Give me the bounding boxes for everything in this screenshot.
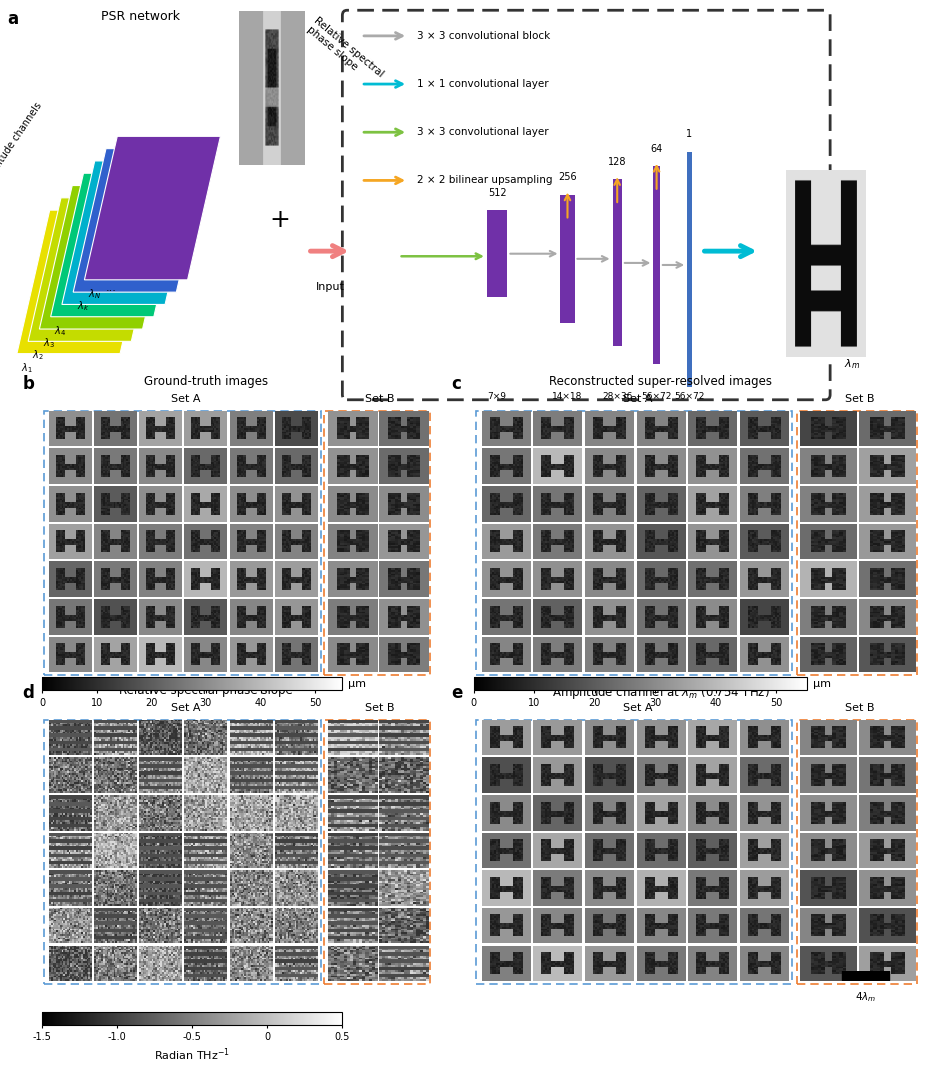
Text: Radian THz$^{-1}$: Radian THz$^{-1}$ — [155, 1046, 230, 1063]
Polygon shape — [39, 185, 175, 329]
Text: 7×9: 7×9 — [488, 392, 507, 400]
Bar — [653, 166, 660, 364]
Text: Reconstructed super-resolved images: Reconstructed super-resolved images — [550, 376, 772, 389]
Text: Set A: Set A — [623, 703, 652, 712]
Text: 3 × 3 convolutional layer: 3 × 3 convolutional layer — [417, 127, 549, 137]
Text: $\lambda_1$: $\lambda_1$ — [21, 361, 33, 375]
Text: Set B: Set B — [845, 703, 875, 712]
Text: Set B: Set B — [365, 394, 395, 404]
Text: 1: 1 — [687, 130, 692, 140]
Text: d: d — [23, 685, 35, 702]
Bar — [487, 210, 507, 297]
Text: ...: ... — [106, 283, 117, 293]
Text: PSR network: PSR network — [101, 11, 180, 23]
Text: $\lambda_4$: $\lambda_4$ — [54, 324, 67, 338]
Text: 28×36: 28×36 — [602, 392, 632, 400]
Text: 14×18: 14×18 — [552, 392, 582, 400]
Text: e: e — [451, 685, 462, 702]
Text: $\lambda_m$: $\lambda_m$ — [844, 357, 860, 371]
Text: Relative spectral
phase slope: Relative spectral phase slope — [305, 15, 386, 88]
Polygon shape — [62, 161, 198, 305]
Text: 128: 128 — [608, 157, 627, 167]
Polygon shape — [84, 136, 220, 280]
Text: Set B: Set B — [845, 394, 875, 404]
Polygon shape — [17, 210, 153, 354]
Text: 56×72: 56×72 — [642, 392, 672, 400]
Text: $\lambda_N$: $\lambda_N$ — [88, 286, 101, 300]
Text: Ground-truth images: Ground-truth images — [144, 376, 267, 389]
Text: Relative spectral phase slope: Relative spectral phase slope — [119, 685, 293, 698]
Text: b: b — [23, 376, 35, 393]
Text: Set B: Set B — [365, 703, 395, 712]
Text: 56×72: 56×72 — [674, 392, 704, 400]
Text: $4\lambda_m$: $4\lambda_m$ — [855, 990, 876, 1004]
Text: Set A: Set A — [171, 703, 200, 712]
Bar — [560, 195, 574, 323]
Text: 256: 256 — [558, 173, 577, 182]
Text: 3 × 3 convolutional block: 3 × 3 convolutional block — [417, 31, 551, 40]
Text: Set A: Set A — [171, 394, 200, 404]
Text: 512: 512 — [488, 187, 507, 198]
Polygon shape — [73, 149, 209, 292]
Text: 64: 64 — [650, 144, 663, 153]
Polygon shape — [28, 198, 164, 342]
Text: 1 × 1 convolutional layer: 1 × 1 convolutional layer — [417, 79, 549, 89]
Bar — [687, 151, 691, 388]
Text: Set A: Set A — [623, 394, 652, 404]
Text: μm: μm — [348, 678, 367, 689]
Text: μm: μm — [813, 678, 831, 689]
Bar — [613, 179, 622, 346]
Polygon shape — [51, 174, 187, 316]
Text: +: + — [269, 209, 290, 232]
Text: c: c — [451, 376, 461, 393]
Text: Amplitude channel at $\lambda_m$ (0.754 THz): Amplitude channel at $\lambda_m$ (0.754 … — [552, 685, 770, 701]
Text: $\lambda_3$: $\lambda_3$ — [43, 337, 55, 350]
Text: 2 × 2 bilinear upsampling: 2 × 2 bilinear upsampling — [417, 176, 552, 185]
Text: N amplitude channels: N amplitude channels — [0, 100, 43, 195]
Text: Input: Input — [316, 282, 344, 292]
Text: $\lambda_2$: $\lambda_2$ — [32, 348, 44, 362]
Text: a: a — [8, 11, 19, 29]
Text: $\lambda_k$: $\lambda_k$ — [77, 299, 89, 313]
